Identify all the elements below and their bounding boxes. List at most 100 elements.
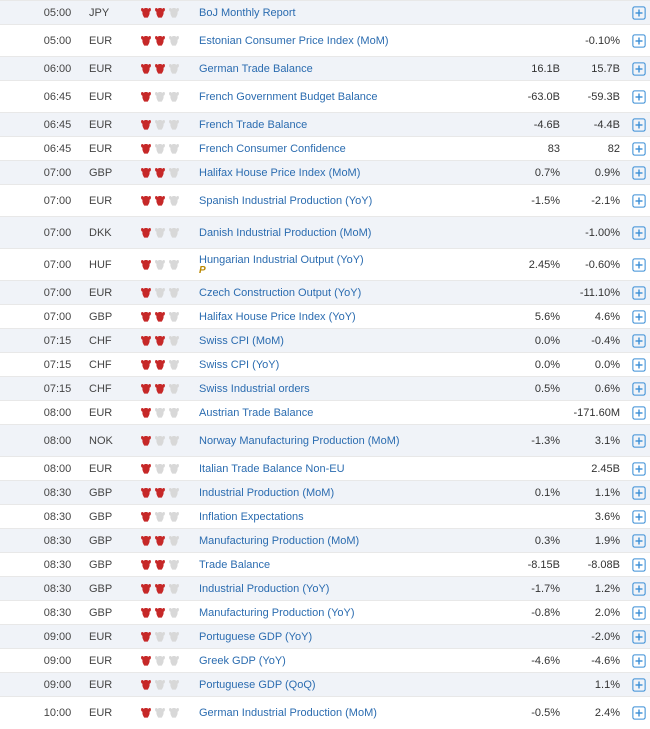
expand-icon[interactable] — [632, 142, 646, 156]
expand-cell[interactable] — [628, 401, 650, 425]
expand-icon[interactable] — [632, 630, 646, 644]
expand-icon[interactable] — [632, 34, 646, 48]
event-link[interactable]: Industrial Production (YoY) — [199, 583, 329, 595]
event-link[interactable]: French Government Budget Balance — [199, 91, 504, 103]
expand-cell[interactable] — [628, 329, 650, 353]
impact-bull-icon — [153, 382, 167, 396]
impact-bull-icon — [153, 334, 167, 348]
expand-cell[interactable] — [628, 673, 650, 697]
expand-cell[interactable] — [628, 697, 650, 729]
event-link[interactable]: Austrian Trade Balance — [199, 407, 313, 419]
event-link[interactable]: Danish Industrial Production (MoM) — [199, 227, 504, 239]
expand-icon[interactable] — [632, 118, 646, 132]
expand-icon[interactable] — [632, 406, 646, 420]
expand-cell[interactable] — [628, 305, 650, 329]
expand-icon[interactable] — [632, 194, 646, 208]
expand-cell[interactable] — [628, 81, 650, 113]
currency-cell: JPY — [85, 1, 135, 25]
event-link[interactable]: French Consumer Confidence — [199, 143, 346, 155]
expand-icon[interactable] — [632, 534, 646, 548]
expand-cell[interactable] — [628, 529, 650, 553]
expand-cell[interactable] — [628, 425, 650, 457]
impact-bull-icon — [153, 286, 167, 300]
currency-cell: EUR — [85, 25, 135, 57]
event-link[interactable]: Portuguese GDP (QoQ) — [199, 679, 316, 691]
event-link[interactable]: Swiss CPI (MoM) — [199, 335, 284, 347]
event-link[interactable]: BoJ Monthly Report — [199, 7, 296, 19]
expand-icon[interactable] — [632, 258, 646, 272]
forecast-value: -2.0% — [568, 625, 628, 649]
expand-cell[interactable] — [628, 553, 650, 577]
expand-cell[interactable] — [628, 185, 650, 217]
event-link[interactable]: Norway Manufacturing Production (MoM) — [199, 435, 400, 447]
expand-icon[interactable] — [632, 510, 646, 524]
event-cell: Industrial Production (YoY) — [195, 577, 508, 601]
forecast-value: 4.6% — [568, 305, 628, 329]
event-link[interactable]: Portuguese GDP (YoY) — [199, 631, 312, 643]
expand-cell[interactable] — [628, 25, 650, 57]
event-link[interactable]: Estonian Consumer Price Index (MoM) — [199, 35, 504, 47]
event-link[interactable]: Czech Construction Output (YoY) — [199, 287, 361, 299]
event-link[interactable]: Inflation Expectations — [199, 511, 304, 523]
expand-cell[interactable] — [628, 281, 650, 305]
expand-cell[interactable] — [628, 113, 650, 137]
expand-icon[interactable] — [632, 462, 646, 476]
expand-icon[interactable] — [632, 358, 646, 372]
impact-bull-icon — [167, 558, 181, 572]
expand-cell[interactable] — [628, 161, 650, 185]
expand-cell[interactable] — [628, 249, 650, 281]
forecast-value: 0.6% — [568, 377, 628, 401]
expand-icon[interactable] — [632, 226, 646, 240]
previous-value — [508, 505, 568, 529]
event-link[interactable]: Swiss CPI (YoY) — [199, 359, 279, 371]
expand-cell[interactable] — [628, 217, 650, 249]
expand-cell[interactable] — [628, 457, 650, 481]
event-link[interactable]: Industrial Production (MoM) — [199, 487, 334, 499]
event-link[interactable]: French Trade Balance — [199, 119, 307, 131]
expand-cell[interactable] — [628, 57, 650, 81]
expand-icon[interactable] — [632, 90, 646, 104]
event-link[interactable]: German Trade Balance — [199, 63, 313, 75]
event-link[interactable]: German Industrial Production (MoM) — [199, 707, 504, 719]
expand-icon[interactable] — [632, 166, 646, 180]
expand-icon[interactable] — [632, 486, 646, 500]
expand-icon[interactable] — [632, 654, 646, 668]
event-link[interactable]: Manufacturing Production (YoY) — [199, 607, 355, 619]
expand-cell[interactable] — [628, 649, 650, 673]
expand-icon[interactable] — [632, 606, 646, 620]
expand-icon[interactable] — [632, 310, 646, 324]
expand-icon[interactable] — [632, 678, 646, 692]
event-link[interactable]: Hungarian Industrial Output (YoY) — [199, 254, 364, 266]
time-cell: 08:30 — [30, 601, 85, 625]
expand-icon[interactable] — [632, 382, 646, 396]
event-link[interactable]: Spanish Industrial Production (YoY) — [199, 195, 504, 207]
expand-cell[interactable] — [628, 481, 650, 505]
expand-icon[interactable] — [632, 434, 646, 448]
impact-bull-icon — [167, 630, 181, 644]
expand-icon[interactable] — [632, 286, 646, 300]
calendar-row: 08:30GBPManufacturing Production (YoY)-0… — [0, 601, 650, 625]
expand-cell[interactable] — [628, 505, 650, 529]
expand-cell[interactable] — [628, 625, 650, 649]
expand-icon[interactable] — [632, 62, 646, 76]
expand-icon[interactable] — [632, 706, 646, 720]
calendar-row: 07:00GBPHalifax House Price Index (YoY)5… — [0, 305, 650, 329]
event-link[interactable]: Halifax House Price Index (YoY) — [199, 311, 356, 323]
expand-cell[interactable] — [628, 137, 650, 161]
event-link[interactable]: Halifax House Price Index (MoM) — [199, 167, 360, 179]
expand-cell[interactable] — [628, 353, 650, 377]
expand-cell[interactable] — [628, 601, 650, 625]
event-link[interactable]: Greek GDP (YoY) — [199, 655, 286, 667]
event-link[interactable]: Swiss Industrial orders — [199, 383, 310, 395]
expand-icon[interactable] — [632, 334, 646, 348]
expand-cell[interactable] — [628, 577, 650, 601]
event-link[interactable]: Italian Trade Balance Non-EU — [199, 463, 345, 475]
impact-bull-icon — [153, 582, 167, 596]
expand-cell[interactable] — [628, 377, 650, 401]
event-link[interactable]: Trade Balance — [199, 559, 270, 571]
event-link[interactable]: Manufacturing Production (MoM) — [199, 535, 359, 547]
expand-icon[interactable] — [632, 6, 646, 20]
expand-icon[interactable] — [632, 582, 646, 596]
expand-cell[interactable] — [628, 1, 650, 25]
expand-icon[interactable] — [632, 558, 646, 572]
